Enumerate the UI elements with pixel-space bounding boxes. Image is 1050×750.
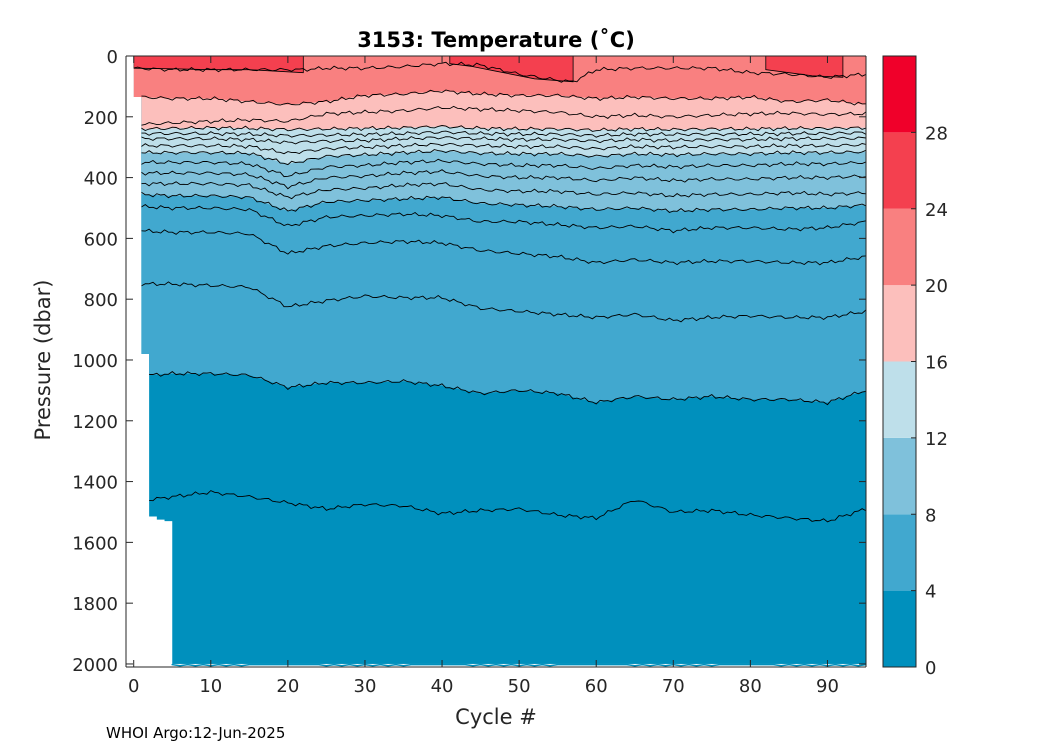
colorbar-tick-label: 16 [925, 353, 948, 374]
y-tick-label: 600 [84, 229, 118, 250]
x-axis-label: Cycle # [455, 705, 537, 729]
y-tick-label: 800 [84, 290, 118, 311]
colorbar-tick-label: 24 [925, 200, 948, 221]
section-fill [133, 56, 867, 664]
colorbar-band-24-28 [883, 132, 916, 209]
x-tick-label: 30 [354, 676, 377, 697]
y-tick-label: 400 [84, 169, 118, 190]
axes: 3153: Temperature (˚C) Cycle # Pressure … [31, 28, 867, 729]
x-tick-label: 0 [128, 676, 139, 697]
isotherm-4 [149, 371, 867, 406]
colorbar: 0 4 8 12 16 20 24 28 [882, 55, 948, 679]
profile-bottom-edge [171, 663, 867, 667]
footer-source-label: WHOI Argo:12-Jun-2025 [106, 724, 286, 742]
y-tick-label: 1600 [72, 533, 118, 554]
y-tick-label: 2000 [72, 655, 118, 676]
colorbar-tick-label: 0 [925, 658, 936, 679]
isotherm-11 [141, 158, 867, 178]
plot-area [133, 56, 867, 667]
isotherm-13 [141, 142, 867, 155]
colorbar-tick-label: 20 [925, 276, 948, 297]
isotherm-16 [141, 125, 867, 132]
x-tick-label: 80 [739, 676, 762, 697]
isotherm-6 [141, 228, 867, 266]
x-tick-label: 60 [585, 676, 608, 697]
y-tick-label: 0 [107, 47, 118, 68]
colorbar-tick-label: 28 [925, 123, 948, 144]
colorbar-band-20-24 [883, 208, 916, 286]
y-tick-label: 200 [84, 108, 118, 129]
isotherm-10 [141, 169, 867, 190]
x-tick-label: 10 [199, 676, 222, 697]
y-axis-label: Pressure (dbar) [31, 280, 55, 441]
isotherm-5 [141, 281, 867, 323]
isotherm-7 [141, 204, 867, 234]
isotherm-18 [141, 105, 867, 126]
colorbar-band-28-32 [883, 56, 916, 133]
colorbar-band-4-8 [883, 514, 916, 591]
x-tick-label: 70 [662, 676, 685, 697]
isotherm-22 [133, 61, 867, 83]
isotherm-12 [141, 149, 867, 166]
colorbar-tick-label: 4 [925, 582, 936, 603]
isotherm-15 [141, 130, 867, 138]
isotherm-8 [141, 191, 867, 214]
y-tick-label: 1200 [72, 412, 118, 433]
isotherm-14 [141, 136, 867, 145]
warm-patch-3 [765, 56, 844, 78]
isotherm-20 [141, 89, 867, 106]
y-tick-label: 1800 [72, 594, 118, 615]
x-tick-label: 90 [816, 676, 839, 697]
y-tick-label: 1400 [72, 473, 118, 494]
x-tick-label: 50 [508, 676, 531, 697]
colorbar-band-0-4 [883, 590, 916, 667]
colorbar-band-16-20 [883, 285, 916, 362]
isotherm-9 [141, 181, 867, 200]
chart-title: 3153: Temperature (˚C) [357, 28, 635, 52]
x-tick-label: 40 [431, 676, 454, 697]
colorbar-band-8-12 [883, 437, 916, 515]
isotherm-2 [149, 490, 867, 523]
colorbar-tick-label: 8 [925, 505, 936, 526]
x-tick-label: 20 [276, 676, 299, 697]
colorbar-band-12-16 [883, 361, 916, 438]
y-tick-label: 1000 [72, 351, 118, 372]
colorbar-tick-label: 12 [925, 429, 948, 450]
